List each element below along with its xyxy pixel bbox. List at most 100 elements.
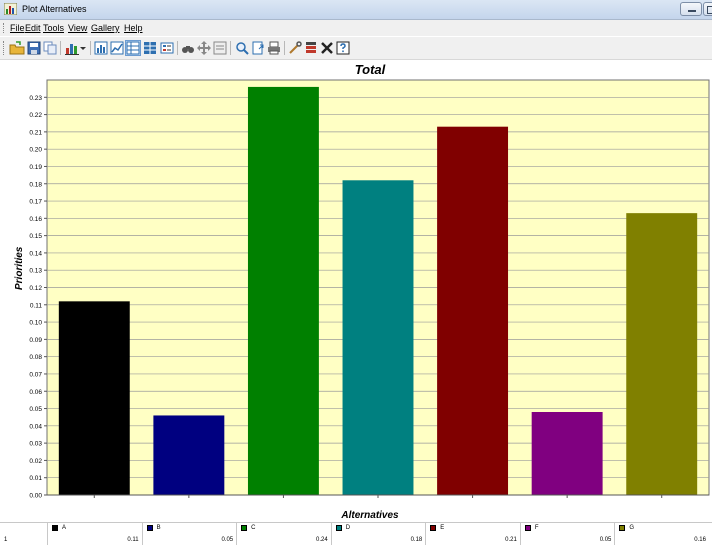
- open-folder-icon[interactable]: [9, 40, 25, 56]
- series-view-icon[interactable]: [109, 40, 125, 56]
- properties-icon[interactable]: [212, 40, 228, 56]
- print-icon[interactable]: [266, 40, 282, 56]
- data-cell-c[interactable]: 0.24: [236, 535, 331, 545]
- export-icon[interactable]: [250, 40, 266, 56]
- menu-help[interactable]: Help: [124, 23, 143, 33]
- save-icon[interactable]: [26, 40, 42, 56]
- menu-gallery[interactable]: Gallery: [91, 23, 120, 33]
- menu-grip: [3, 23, 7, 33]
- legend-label: G: [629, 525, 635, 531]
- data-value: 0.24: [316, 537, 328, 543]
- y-tick-label: 0.16: [29, 216, 42, 223]
- legend-cell-e[interactable]: E: [425, 523, 520, 535]
- data-cell-b[interactable]: 0.05: [141, 535, 237, 545]
- y-tick-label: 0.07: [29, 371, 42, 378]
- y-tick-label: 0.23: [29, 95, 42, 102]
- legend-cell-f[interactable]: F: [519, 523, 615, 535]
- data-value: 0.05: [599, 537, 612, 543]
- zoom-icon[interactable]: [234, 40, 250, 56]
- data-cell-e[interactable]: 0.21: [425, 535, 520, 545]
- toolbar-separator: [177, 41, 178, 55]
- y-tick-label: 0.02: [29, 458, 42, 465]
- toolbar: [0, 37, 712, 60]
- title-bar: Plot Alternatives: [0, 0, 712, 20]
- restore-icon: [707, 6, 712, 14]
- copy-icon[interactable]: [42, 40, 58, 56]
- legend-cell-d[interactable]: D: [330, 523, 426, 535]
- binoculars-icon[interactable]: [180, 40, 196, 56]
- y-tick-label: 0.00: [29, 493, 42, 500]
- menu-file[interactable]: File: [10, 23, 25, 33]
- legend-label: F: [534, 525, 539, 531]
- y-tick-label: 0.01: [29, 475, 42, 482]
- data-value: 0.18: [410, 537, 423, 543]
- legend-row: A B C D E F G: [0, 522, 712, 536]
- legend-swatch: [335, 525, 342, 531]
- y-tick-label: 0.03: [29, 441, 42, 448]
- table-icon[interactable]: [142, 40, 158, 56]
- data-value: 0.16: [694, 537, 706, 543]
- y-tick-label: 0.04: [29, 423, 42, 430]
- y-tick-label: 0.13: [29, 268, 42, 275]
- y-tick-label: 0.20: [29, 147, 42, 154]
- bar-e: [437, 126, 509, 495]
- minimize-icon: [688, 10, 696, 12]
- legend-label: D: [345, 525, 351, 531]
- legend-cell-a[interactable]: A: [47, 523, 142, 535]
- legend-cell-b[interactable]: B: [141, 523, 237, 535]
- toolbar-grip: [3, 41, 7, 55]
- y-tick-label: 0.11: [30, 302, 43, 309]
- legend-cell-c[interactable]: C: [236, 523, 331, 535]
- close-icon[interactable]: [319, 40, 335, 56]
- move-icon[interactable]: [196, 40, 212, 56]
- data-cell-g[interactable]: 0.16: [614, 535, 709, 545]
- data-value: 0.21: [505, 537, 517, 543]
- legend-cell-g[interactable]: G: [614, 523, 709, 535]
- minimize-button[interactable]: [680, 2, 702, 16]
- help-icon[interactable]: [335, 40, 351, 56]
- y-tick-label: 0.18: [29, 181, 42, 188]
- y-tick-label: 0.06: [29, 389, 42, 396]
- chart-view-icon[interactable]: [93, 40, 109, 56]
- toolbar-separator: [90, 41, 91, 55]
- palette-icon[interactable]: [303, 40, 319, 56]
- restore-button[interactable]: [703, 2, 712, 16]
- bar-g: [626, 213, 698, 496]
- y-tick-label: 0.12: [29, 285, 42, 292]
- chart-title: Total: [354, 62, 386, 77]
- x-axis-label: Alternatives: [341, 510, 399, 521]
- data-cell-a[interactable]: 0.11: [47, 535, 142, 545]
- menu-tools[interactable]: Tools: [43, 23, 65, 33]
- legend-label: B: [156, 525, 161, 531]
- data-cell-f[interactable]: 0.05: [519, 535, 615, 545]
- bar-d: [342, 180, 414, 495]
- legend-icon[interactable]: [159, 40, 175, 56]
- legend-swatch: [430, 525, 437, 531]
- bar-c: [247, 86, 319, 496]
- toolbar-separator: [284, 41, 285, 55]
- y-tick-label: 0.19: [29, 164, 42, 171]
- y-tick-label: 0.21: [29, 129, 42, 136]
- legend-label: E: [440, 525, 445, 531]
- legend-swatch: [524, 525, 531, 531]
- tools-icon[interactable]: [287, 40, 303, 56]
- legend-swatch: [241, 525, 248, 531]
- legend-label: C: [251, 525, 256, 531]
- y-tick-label: 0.10: [29, 320, 42, 327]
- y-tick-label: 0.14: [29, 250, 42, 257]
- toolbar-separator: [60, 41, 61, 55]
- bar-a: [58, 301, 130, 495]
- gallery-chart-icon[interactable]: [64, 40, 80, 56]
- y-tick-label: 0.15: [29, 233, 42, 240]
- data-value: 0.11: [127, 537, 139, 543]
- dropdown-arrow-icon[interactable]: [79, 40, 87, 56]
- menu-edit[interactable]: Edit: [25, 23, 41, 33]
- legend-swatch: [146, 525, 153, 531]
- data-grid-icon[interactable]: [125, 40, 141, 56]
- row-header: 1: [4, 537, 8, 543]
- toolbar-separator: [230, 41, 231, 55]
- data-row: 1 0.11 0.05 0.24 0.18 0.21 0.05 0.16: [0, 535, 712, 545]
- menu-view[interactable]: View: [68, 23, 88, 33]
- data-cell-d[interactable]: 0.18: [330, 535, 426, 545]
- y-tick-label: 0.08: [29, 354, 42, 361]
